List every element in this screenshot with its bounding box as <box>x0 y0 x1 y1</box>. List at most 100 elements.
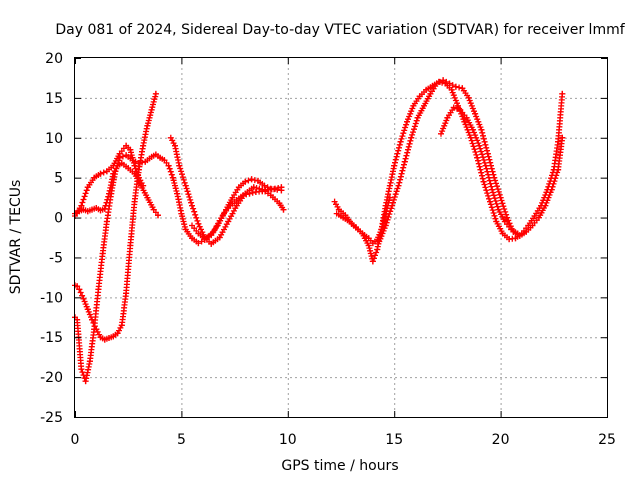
data-point <box>167 134 174 141</box>
data-point <box>480 178 487 185</box>
data-point <box>331 198 338 205</box>
data-point <box>482 162 489 169</box>
data-point <box>555 138 562 145</box>
data-point <box>559 134 566 141</box>
data-point <box>240 192 247 199</box>
data-point <box>450 104 457 111</box>
data-point <box>246 190 253 197</box>
data-point <box>95 286 102 293</box>
data-point <box>423 86 430 93</box>
data-point <box>144 194 151 201</box>
data-point <box>465 94 472 101</box>
data-point <box>427 90 434 97</box>
data-point <box>455 102 461 109</box>
data-point <box>469 126 476 133</box>
data-point <box>265 186 272 193</box>
data-point <box>123 142 130 149</box>
data-point <box>333 210 340 217</box>
data-point <box>148 153 155 160</box>
data-point <box>235 184 242 191</box>
data-point <box>135 174 142 181</box>
plot-frame <box>74 57 608 418</box>
data-point <box>463 114 470 121</box>
data-point <box>497 194 504 201</box>
data-point <box>512 235 519 242</box>
data-point <box>404 118 410 125</box>
data-point <box>374 246 381 253</box>
data-point <box>248 176 255 183</box>
data-point <box>116 150 123 157</box>
data-point <box>395 182 402 189</box>
y-tick-label: 15 <box>45 91 63 107</box>
data-point <box>369 240 376 247</box>
data-point <box>161 157 168 164</box>
data-point <box>504 214 510 221</box>
data-point <box>78 366 85 373</box>
data-point <box>233 197 240 203</box>
y-tick-label: 0 <box>54 211 63 227</box>
data-point <box>169 174 176 181</box>
data-point <box>152 90 159 97</box>
data-point <box>174 190 181 197</box>
x-tick-label: 5 <box>177 432 186 448</box>
data-point <box>474 154 481 161</box>
data-point <box>84 306 91 313</box>
data-point <box>189 235 195 242</box>
y-tick-label: 20 <box>45 51 63 67</box>
data-point <box>484 150 491 157</box>
data-point <box>165 162 172 169</box>
series-track-f <box>189 184 285 242</box>
data-point <box>189 222 195 229</box>
data-point <box>182 226 189 233</box>
data-point <box>182 182 189 189</box>
data-point <box>440 77 447 84</box>
data-point <box>216 234 223 241</box>
data-point <box>106 335 112 341</box>
data-point <box>225 218 232 225</box>
series-track-d <box>72 142 147 219</box>
data-point <box>123 290 130 297</box>
data-point <box>261 182 268 189</box>
data-point <box>242 178 249 185</box>
data-point <box>408 134 415 141</box>
data-point <box>74 283 81 290</box>
y-tick-label: -10 <box>40 290 63 306</box>
data-point <box>548 186 555 193</box>
data-point <box>397 138 404 145</box>
data-point <box>110 333 117 340</box>
data-point <box>99 250 106 257</box>
data-point <box>489 186 496 193</box>
data-point <box>461 118 468 125</box>
data-point <box>131 162 138 169</box>
data-point <box>414 114 421 121</box>
data-point <box>97 170 104 177</box>
data-point <box>123 152 130 159</box>
data-point <box>514 230 521 237</box>
data-point <box>84 184 91 191</box>
data-point <box>506 236 513 243</box>
y-tick-label: 5 <box>54 171 63 187</box>
data-point <box>131 198 138 205</box>
data-point <box>106 190 112 197</box>
data-point <box>101 336 108 343</box>
data-point <box>127 242 134 249</box>
data-point <box>472 110 479 117</box>
y-tick-label: -25 <box>40 410 63 426</box>
data-point <box>467 134 474 141</box>
data-point <box>103 168 110 175</box>
data-point <box>438 130 444 137</box>
series-track-h <box>376 77 566 245</box>
data-point <box>346 218 353 225</box>
data-point <box>101 205 108 212</box>
data-point <box>80 295 87 302</box>
series-markers <box>73 142 147 217</box>
data-point <box>495 206 502 213</box>
data-point <box>252 189 259 195</box>
data-point <box>152 151 159 158</box>
data-point <box>340 214 347 221</box>
series-track-b <box>72 90 159 343</box>
data-point <box>76 286 83 293</box>
data-point <box>501 218 508 225</box>
data-point <box>89 206 95 213</box>
data-point <box>157 154 164 161</box>
